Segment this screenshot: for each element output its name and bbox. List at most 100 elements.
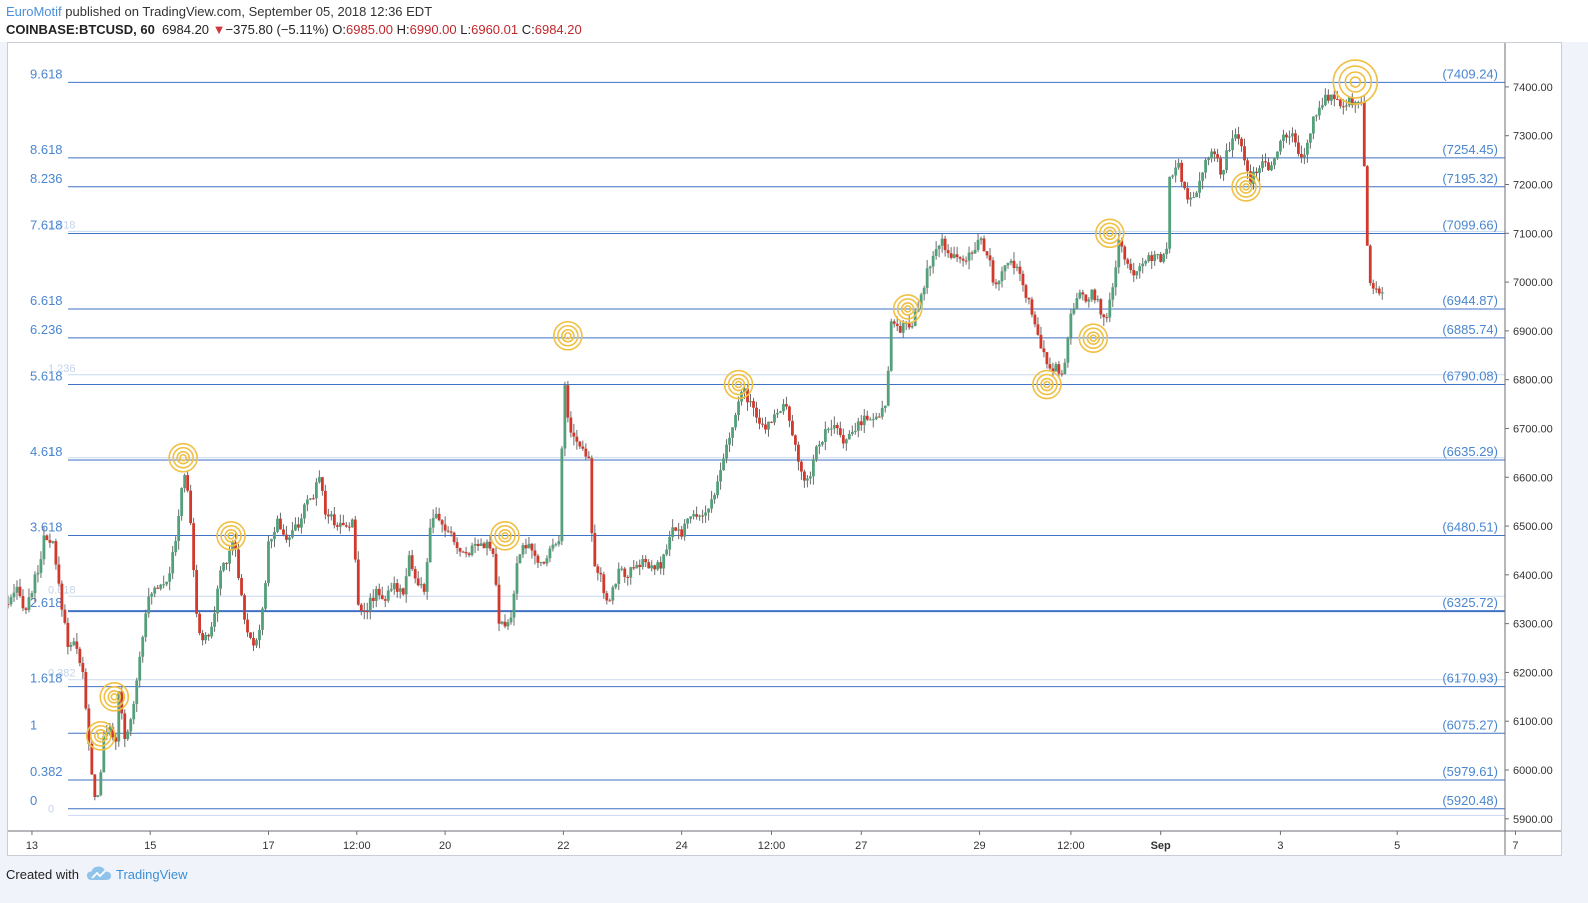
candle-body xyxy=(1258,168,1261,174)
time-tick-label: 5 xyxy=(1394,840,1400,852)
candle-body xyxy=(1335,99,1339,101)
candle-body xyxy=(144,613,148,638)
candle-body xyxy=(1371,283,1375,289)
high-value: 6990.00 xyxy=(409,22,457,37)
candle-body xyxy=(1135,271,1139,276)
candle-body xyxy=(1341,106,1345,108)
time-tick-label: 24 xyxy=(676,840,688,852)
candle-body xyxy=(847,433,851,440)
candle-body xyxy=(1111,287,1115,300)
price-tick-label: 6600.00 xyxy=(1513,472,1553,484)
candle-body xyxy=(719,470,722,482)
candle-body xyxy=(377,588,381,596)
candle-body xyxy=(1368,245,1372,284)
candle-body xyxy=(1105,317,1109,319)
candle-body xyxy=(479,543,483,546)
candle-body xyxy=(862,415,866,426)
publish-line: EuroMotif published on TradingView.com, … xyxy=(6,4,432,19)
candle-body xyxy=(18,586,22,597)
candle-body xyxy=(647,562,651,569)
candle-body xyxy=(716,481,719,496)
candle-body xyxy=(276,518,279,532)
candle-body xyxy=(985,251,989,256)
candle-body xyxy=(767,421,770,430)
candle-body xyxy=(617,568,621,585)
candle-body xyxy=(844,439,848,444)
candle-body xyxy=(1237,134,1240,139)
candle-body xyxy=(159,584,163,589)
time-tick-label: 22 xyxy=(557,840,569,852)
candle-body xyxy=(1000,271,1004,282)
candle-body xyxy=(78,648,82,664)
candle-body xyxy=(791,420,794,436)
candle-body xyxy=(66,622,70,647)
candle-body xyxy=(488,541,492,549)
candle-body xyxy=(907,323,911,328)
time-tick-label: 17 xyxy=(262,840,274,852)
candle-body xyxy=(973,249,977,254)
fib-ratio-label: 4.618 xyxy=(30,444,63,459)
candle-body xyxy=(725,444,728,459)
highlight-circle xyxy=(731,377,746,392)
candle-body xyxy=(1174,167,1178,176)
time-tick-label: 20 xyxy=(439,840,451,852)
highlight-circle xyxy=(1043,380,1051,389)
price-tick-label: 7300.00 xyxy=(1513,131,1553,143)
candle-body xyxy=(1024,285,1028,298)
candle-body xyxy=(237,549,240,579)
tradingview-link[interactable]: TradingView xyxy=(116,867,188,882)
candle-body xyxy=(946,250,950,254)
fib-ratio-label: 5.618 xyxy=(30,369,63,384)
candle-body xyxy=(1365,166,1369,246)
tradingview-cloud-icon[interactable] xyxy=(86,865,112,883)
fib-ratio-label: 8.618 xyxy=(30,142,63,157)
candle-body xyxy=(1045,352,1049,365)
candle-body xyxy=(303,504,306,519)
candle-body xyxy=(129,719,133,732)
candle-body xyxy=(102,735,106,773)
candle-body xyxy=(24,608,28,610)
candle-body xyxy=(1003,265,1007,272)
candle-body xyxy=(225,562,228,564)
candle-body xyxy=(1344,105,1348,107)
candle-body xyxy=(1021,273,1025,286)
candle-body xyxy=(482,543,486,549)
candle-body xyxy=(1093,289,1097,301)
highlight-circle xyxy=(723,369,754,400)
candle-body xyxy=(823,429,827,443)
candle-body xyxy=(147,596,151,614)
author-link[interactable]: EuroMotif xyxy=(6,4,62,19)
candle-body xyxy=(12,592,16,598)
highlight-circle xyxy=(107,690,122,704)
fib-ratio-label: 8.236 xyxy=(30,171,63,186)
highlight-circle xyxy=(94,729,108,743)
candle-body xyxy=(347,526,351,528)
candle-body xyxy=(180,488,184,516)
time-tick-label: 27 xyxy=(855,840,867,852)
candle-body xyxy=(416,578,420,586)
candle-body xyxy=(114,737,118,742)
candle-body xyxy=(934,249,938,256)
candle-body xyxy=(440,520,444,525)
candle-body xyxy=(449,531,453,533)
candle-body xyxy=(1225,150,1228,171)
highlight-circle xyxy=(1332,59,1379,105)
chart-header: EuroMotif published on TradingView.com, … xyxy=(0,0,1588,42)
candle-body xyxy=(1090,289,1094,300)
candle-body xyxy=(680,529,684,537)
highlight-circle xyxy=(172,446,194,469)
candle-body xyxy=(572,432,576,437)
candle-body xyxy=(485,541,489,549)
candle-body xyxy=(90,743,94,775)
candle-body xyxy=(1141,263,1145,267)
candle-body xyxy=(1326,94,1330,101)
candle-body xyxy=(1198,180,1202,193)
highlight-circle xyxy=(1082,327,1105,349)
candle-body xyxy=(443,524,447,531)
price-tick-label: 6100.00 xyxy=(1513,716,1553,728)
fib-price-label: (5920.48) xyxy=(1442,793,1498,808)
candle-body xyxy=(1186,188,1190,200)
candle-body xyxy=(1231,138,1234,150)
